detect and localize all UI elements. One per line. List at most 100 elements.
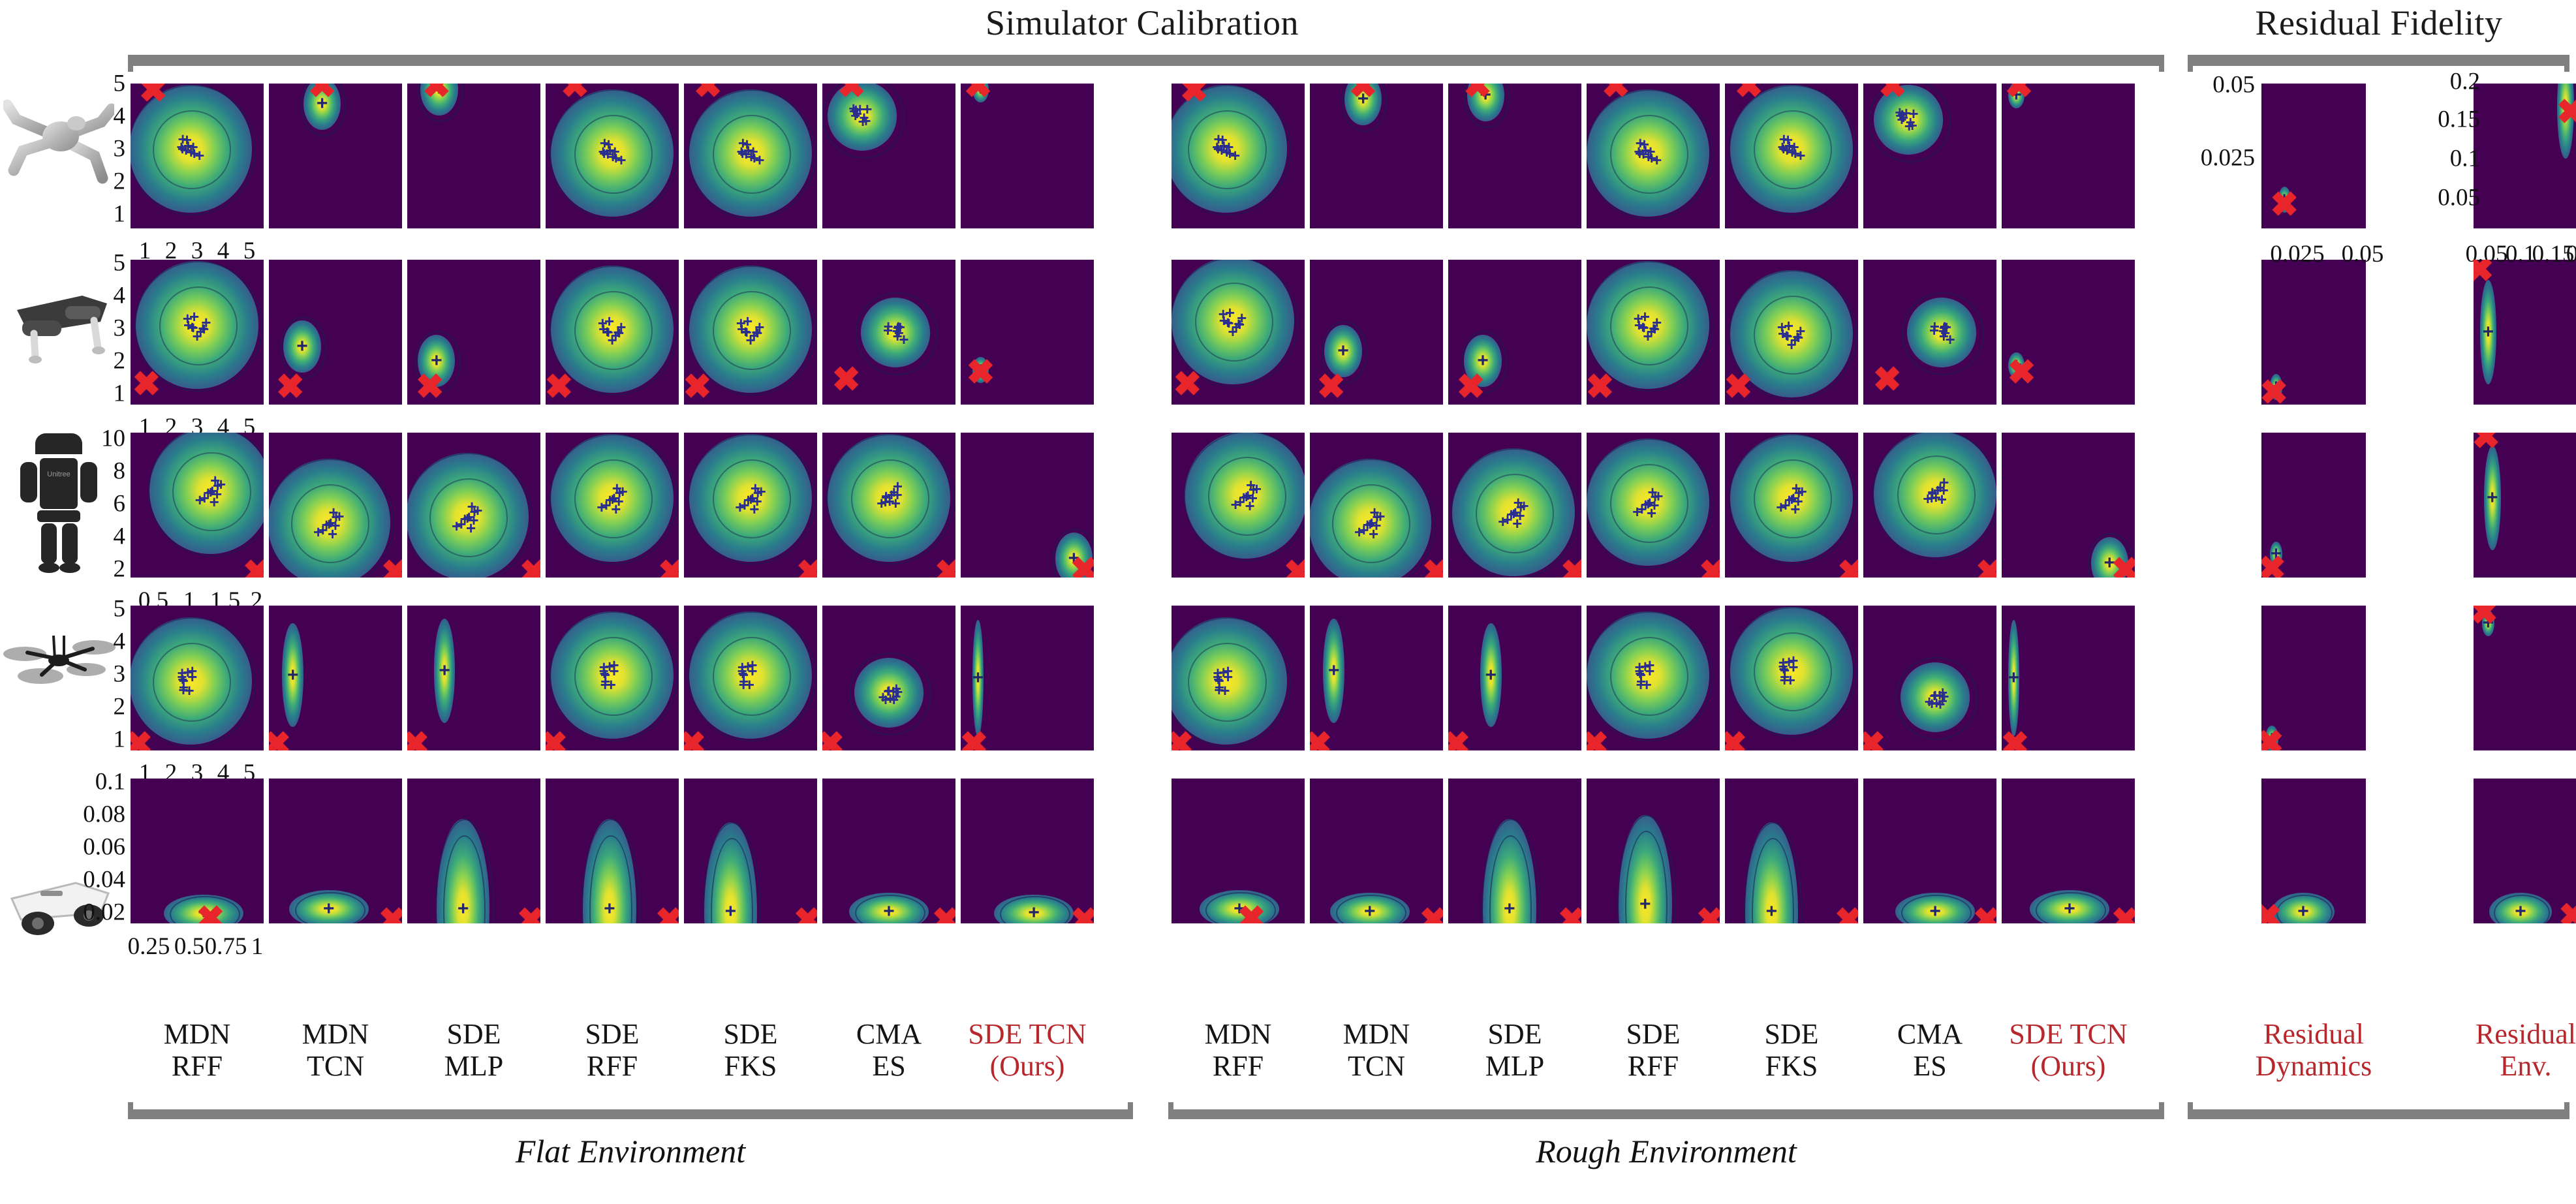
sample-marker: + — [744, 674, 754, 694]
ground-truth-marker: ✖ — [1448, 726, 1471, 750]
sample-marker: + — [1234, 897, 1245, 919]
heatmap-panel-flat-r1-c7[interactable]: + ✖ — [961, 84, 1094, 228]
heatmap-panel-rough-r2-c1[interactable]: + + + + + + + + + + ✖ — [1172, 260, 1305, 405]
heatmap-panel-rough-r5-c1[interactable]: + ✖ — [1172, 779, 1305, 923]
heatmap-panel-flat-r2-c4[interactable]: + + + + + + + + + + ✖ — [546, 260, 679, 405]
heatmap-panel-residual-dynamics-r4[interactable]: + ✖ — [2261, 606, 2366, 750]
heatmap-panel-flat-r5-c7[interactable]: + ✖ — [961, 779, 1094, 923]
heatmap-panel-rough-r2-c2[interactable]: + ✖ — [1310, 260, 1443, 405]
heatmap-panel-residual-env-r4[interactable]: + ✖ — [2474, 606, 2576, 750]
sample-marker: + — [469, 510, 479, 530]
heatmap-panel-flat-r5-c2[interactable]: + ✖ — [269, 779, 402, 923]
column-label-flat-sde-fks: SDE FKS — [681, 1018, 820, 1083]
heatmap-panel-flat-r5-c5[interactable]: + ✖ — [684, 779, 817, 923]
heatmap-panel-residual-env-r3[interactable]: + ✖ — [2474, 433, 2576, 578]
heatmap-panel-rough-r4-c4[interactable]: + + + + + + + + + + ✖ — [1587, 606, 1720, 750]
sample-marker: + — [1788, 656, 1799, 677]
heatmap-panel-rough-r5-c4[interactable]: + ✖ — [1587, 779, 1720, 923]
heatmap-panel-rough-r4-c6[interactable]: + + + + + + + + + + ✖ — [1863, 606, 1996, 750]
heatmap-panel-flat-r3-c6[interactable]: + + + + + + + + + + ✖ — [822, 433, 955, 578]
heatmap-panel-rough-r1-c6[interactable]: + + + + + + + + + + ✖ — [1863, 84, 1996, 228]
heatmap-panel-residual-dynamics-r1[interactable]: + ✖ — [2261, 84, 2366, 228]
heatmap-panel-rough-r1-c7[interactable]: + ✖ — [2002, 84, 2135, 228]
heatmap-panel-flat-r5-c4[interactable]: + ✖ — [546, 779, 679, 923]
heatmap-panel-rough-r1-c2[interactable]: + ✖ — [1310, 84, 1443, 228]
sample-marker: + — [1790, 499, 1801, 519]
y-tick: 1 — [113, 380, 126, 407]
heatmap-panel-flat-r4-c3[interactable]: + ✖ — [407, 606, 540, 750]
heatmap-panel-rough-r4-c2[interactable]: + ✖ — [1310, 606, 1443, 750]
heatmap-panel-flat-r4-c1[interactable]: + + + + + + + + + + ✖ — [131, 606, 264, 750]
heatmap-panel-flat-r1-c4[interactable]: + + + + + + + + + + ✖ — [546, 84, 679, 228]
heatmap-panel-flat-r1-c5[interactable]: + + + + + + + + + + ✖ — [684, 84, 817, 228]
heatmap-panel-rough-r1-c4[interactable]: + + + + + + + + + + ✖ — [1587, 84, 1720, 228]
heatmap-panel-flat-r3-c7[interactable]: + ✖ — [961, 433, 1094, 578]
ground-truth-marker: ✖ — [1348, 84, 1378, 106]
heatmap-panel-rough-r4-c5[interactable]: + + + + + + + + + + ✖ — [1725, 606, 1858, 750]
heatmap-panel-rough-r3-c6[interactable]: + + + + + + + + + + ✖ — [1863, 433, 1996, 578]
heatmap-panel-flat-r5-c1[interactable]: + ✖ — [131, 779, 264, 923]
heatmap-panel-flat-r2-c2[interactable]: + ✖ — [269, 260, 402, 405]
heatmap-panel-rough-r5-c5[interactable]: + ✖ — [1725, 779, 1858, 923]
heatmap-panel-flat-r5-c6[interactable]: + ✖ — [822, 779, 955, 923]
heatmap-panel-rough-r5-c7[interactable]: + ✖ — [2002, 779, 2135, 923]
heatmap-panel-rough-r5-c6[interactable]: + ✖ — [1863, 779, 1996, 923]
heatmap-panel-flat-r4-c4[interactable]: + + + + + + + + + + ✖ — [546, 606, 679, 750]
column-label-flat-mdn-tcn: MDN TCN — [266, 1018, 405, 1083]
heatmap-panel-flat-r4-c2[interactable]: + ✖ — [269, 606, 402, 750]
heatmap-panel-flat-r3-c3[interactable]: + + + + + + + + + + ✖ — [407, 433, 540, 578]
heatmap-panel-flat-r4-c7[interactable]: + ✖ — [961, 606, 1094, 750]
heatmap-panel-flat-r4-c5[interactable]: + + + + + + + + + + ✖ — [684, 606, 817, 750]
heatmap-panel-rough-r1-c5[interactable]: + + + + + + + + + + ✖ — [1725, 84, 1858, 228]
heatmap-panel-flat-r2-c3[interactable]: + ✖ — [407, 260, 540, 405]
heatmap-panel-flat-r3-c5[interactable]: + + + + + + + + + + ✖ — [684, 433, 817, 578]
heatmap-panel-residual-env-r5[interactable]: + ✖ — [2474, 779, 2576, 923]
heatmap-panel-residual-env-r2[interactable]: + ✖ — [2474, 260, 2576, 405]
heatmap-panel-flat-r1-c3[interactable]: + ✖ — [407, 84, 540, 228]
heatmap-panel-rough-r4-c3[interactable]: + ✖ — [1448, 606, 1581, 750]
heatmap-panel-flat-r3-c1[interactable]: + + + + + + + + + + ✖ — [131, 433, 264, 578]
sample-marker: + — [889, 482, 899, 502]
heatmap-panel-flat-r1-c2[interactable]: + ✖ — [269, 84, 402, 228]
heatmap-panel-rough-r3-c5[interactable]: + + + + + + + + + + ✖ — [1725, 433, 1858, 578]
sample-marker: + — [1939, 472, 1949, 492]
sample-marker: + — [1480, 84, 1491, 106]
heatmap-panel-flat-r2-c5[interactable]: + + + + + + + + + + ✖ — [684, 260, 817, 405]
contour-ring — [1587, 89, 1713, 220]
heatmap-panel-rough-r5-c2[interactable]: + ✖ — [1310, 779, 1443, 923]
heatmap-panel-rough-r2-c7[interactable]: + ✖ — [2002, 260, 2135, 405]
heatmap-panel-rough-r3-c7[interactable]: + ✖ — [2002, 433, 2135, 578]
heatmap-panel-flat-r4-c6[interactable]: + + + + + + + + + + ✖ — [822, 606, 955, 750]
column-label-line1: SDE — [446, 1018, 501, 1050]
heatmap-panel-rough-r3-c2[interactable]: + + + + + + + + + + ✖ — [1310, 433, 1443, 578]
heatmap-panel-flat-r5-c3[interactable]: + ✖ — [407, 779, 540, 923]
heatmap-panel-flat-r1-c1[interactable]: + + + + + + + + + + ✖ — [131, 84, 264, 228]
heatmap-panel-rough-r1-c3[interactable]: + ✖ — [1448, 84, 1581, 228]
heatmap-panel-residual-dynamics-r3[interactable]: + ✖ — [2261, 433, 2366, 578]
heatmap-panel-flat-r3-c4[interactable]: + + + + + + + + + + ✖ — [546, 433, 679, 578]
x-tick: 0.05 — [2465, 241, 2508, 268]
heatmap-panel-residual-dynamics-r2[interactable]: + ✖ — [2261, 260, 2366, 405]
heatmap-panel-flat-r1-c6[interactable]: + + + + + + + + + + ✖ — [822, 84, 955, 228]
heatmap-panel-residual-dynamics-r5[interactable]: + ✖ — [2261, 779, 2366, 923]
heatmap-panel-rough-r2-c5[interactable]: + + + + + + + + + + ✖ — [1725, 260, 1858, 405]
ground-truth-marker: ✖ — [1699, 554, 1720, 578]
heatmap-panel-rough-r4-c1[interactable]: + + + + + + + + + + ✖ — [1172, 606, 1305, 750]
heatmap-panel-rough-r3-c1[interactable]: + + + + + + + + + + ✖ — [1172, 433, 1305, 578]
heatmap-panel-rough-r3-c4[interactable]: + + + + + + + + + + ✖ — [1587, 433, 1720, 578]
heatmap-panel-residual-env-r1[interactable]: + ✖ — [2474, 84, 2576, 228]
contour-ring — [1335, 895, 1406, 923]
heatmap-panel-flat-r2-c6[interactable]: + + + + + + + + + + ✖ — [822, 260, 955, 405]
heatmap-panel-rough-r2-c6[interactable]: + + + + + + + + + + ✖ — [1863, 260, 1996, 405]
heatmap-panel-rough-r3-c3[interactable]: + + + + + + + + + + ✖ — [1448, 433, 1581, 578]
heatmap-panel-rough-r5-c3[interactable]: + ✖ — [1448, 779, 1581, 923]
heatmap-panel-flat-r3-c2[interactable]: + + + + + + + + + + ✖ — [269, 433, 402, 578]
heatmap-panel-rough-r2-c4[interactable]: + + + + + + + + + + ✖ — [1587, 260, 1720, 405]
sample-marker: + — [2266, 728, 2278, 750]
heatmap-panel-rough-r2-c3[interactable]: + ✖ — [1448, 260, 1581, 405]
sample-marker: + — [884, 491, 895, 512]
heatmap-panel-rough-r4-c7[interactable]: + ✖ — [2002, 606, 2135, 750]
heatmap-panel-flat-r2-c7[interactable]: + ✖ — [961, 260, 1094, 405]
heatmap-panel-flat-r2-c1[interactable]: + + + + + + + + + + ✖ — [131, 260, 264, 405]
heatmap-panel-rough-r1-c1[interactable]: + + + + + + + + + + ✖ — [1172, 84, 1305, 228]
